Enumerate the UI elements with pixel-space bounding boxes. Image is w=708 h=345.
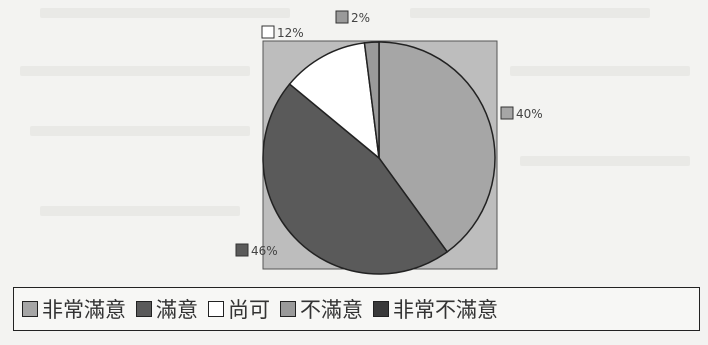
background-texture — [510, 66, 690, 76]
legend-item: 滿意 — [136, 294, 198, 324]
legend-swatch — [208, 301, 224, 317]
legend-label: 滿意 — [156, 298, 198, 322]
legend-swatch — [22, 301, 38, 317]
slice-label-swatch — [261, 25, 275, 39]
pie-slices — [262, 41, 496, 275]
slice-labels: 40% 46% 12% 2% — [235, 10, 543, 258]
slice-label: 40% — [516, 107, 543, 121]
slice-label: 12% — [277, 26, 304, 40]
legend-label: 非常不滿意 — [393, 298, 498, 322]
legend-item: 不滿意 — [280, 294, 363, 324]
legend-item: 非常滿意 — [22, 294, 126, 324]
legend-item: 非常不滿意 — [373, 294, 498, 324]
pie-slice-1 — [378, 41, 496, 253]
background-texture — [410, 8, 650, 18]
chart-legend: 非常滿意 滿意 尚可 不滿意 非常不滿意 — [13, 287, 700, 331]
slice-label: 2% — [351, 11, 370, 25]
legend-label: 尚可 — [228, 298, 270, 322]
pie-slice-3 — [288, 42, 380, 160]
slice-label-swatch — [500, 106, 514, 120]
legend-item: 尚可 — [208, 294, 270, 324]
slice-label: 46% — [251, 244, 278, 258]
legend-label: 非常滿意 — [42, 298, 126, 322]
background-texture — [40, 206, 240, 216]
legend-swatch — [136, 301, 152, 317]
legend-label: 不滿意 — [300, 298, 363, 322]
slice-label-swatch — [335, 10, 349, 24]
pie-slice-4 — [363, 41, 380, 159]
legend-swatch — [280, 301, 296, 317]
background-texture — [40, 8, 290, 18]
background-texture — [20, 66, 250, 76]
pie-slice-2 — [262, 83, 449, 275]
background-texture — [30, 126, 250, 136]
background-texture — [520, 156, 690, 166]
slice-label-swatch — [235, 243, 249, 257]
legend-swatch — [373, 301, 389, 317]
